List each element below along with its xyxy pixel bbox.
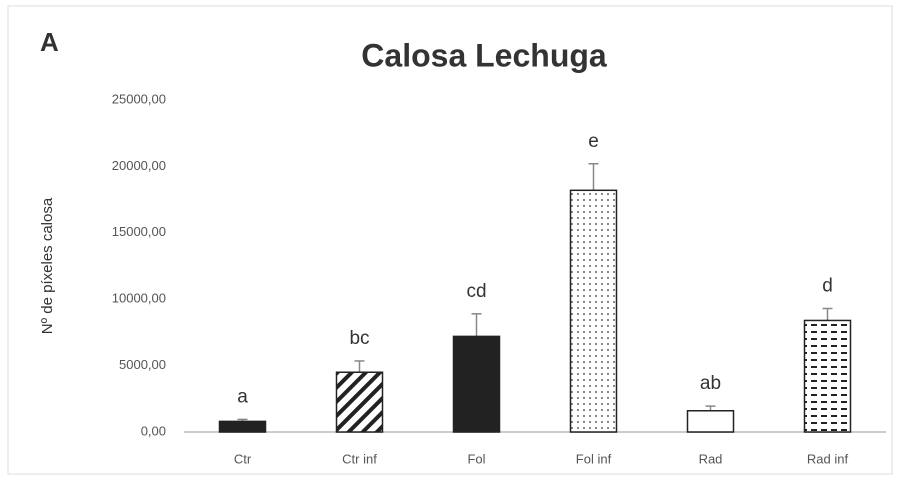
- x-tick-label: Ctr inf: [342, 451, 377, 466]
- bar: [335, 371, 384, 433]
- y-tick-label: 20000,00: [112, 158, 166, 173]
- y-tick-label: 5000,00: [119, 357, 166, 372]
- x-tick-label: Fol: [467, 451, 485, 466]
- chart-title: Calosa Lechuga: [361, 37, 607, 73]
- y-axis-label: Nº de píxeles calosa: [39, 197, 56, 334]
- bar: [218, 420, 267, 433]
- significance-label: d: [822, 276, 833, 297]
- bar: [686, 410, 735, 433]
- x-tick-label: Fol inf: [576, 451, 612, 466]
- x-tick-label: Ctr: [234, 451, 252, 466]
- frame: [7, 5, 893, 475]
- significance-label: bc: [349, 328, 369, 349]
- y-tick-label: 15000,00: [112, 224, 166, 239]
- y-tick-label: 25000,00: [112, 91, 166, 106]
- x-tick-label: Rad: [699, 451, 723, 466]
- bar: [803, 319, 852, 433]
- significance-label: a: [237, 386, 248, 407]
- y-tick-label: 0,00: [141, 423, 166, 438]
- panel-label: A: [40, 27, 59, 57]
- significance-label: e: [588, 131, 599, 152]
- y-tick-label: 10000,00: [112, 291, 166, 306]
- x-tick-label: Rad inf: [807, 451, 849, 466]
- significance-label: ab: [700, 373, 721, 394]
- bar: [569, 189, 618, 433]
- bar: [452, 335, 501, 433]
- significance-label: cd: [466, 281, 486, 302]
